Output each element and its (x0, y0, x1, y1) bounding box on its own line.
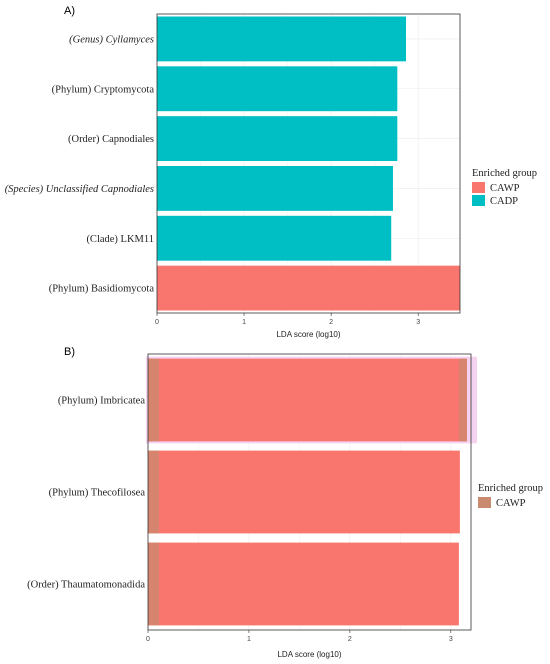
category-label: (Phylum) Cryptomycota (52, 84, 155, 95)
legend-label: CAWP (490, 183, 520, 194)
x-tick-label: 2 (348, 636, 352, 643)
bar (157, 66, 398, 112)
panel-b-label: B) (64, 346, 75, 358)
panel-b: B) (Phylum) Imbricatea (Phylum) Thecofilos… (27, 346, 543, 659)
category-label: (Order) Thaumatomonadida (27, 580, 145, 591)
legend-label: CADP (490, 196, 518, 207)
panel-a-label: A) (64, 5, 75, 17)
legend-key (472, 195, 485, 206)
bar (157, 16, 407, 62)
bar-edge-right (458, 358, 467, 442)
category-label: (Clade) LKM11 (86, 234, 154, 245)
bar (157, 265, 460, 311)
x-tick-label: 0 (146, 636, 150, 643)
category-label: (Order) Capnodiales (68, 134, 154, 145)
bar (148, 450, 460, 534)
legend-key (478, 497, 491, 508)
x-axis-title: LDA score (log10) (277, 650, 341, 659)
plot-frame (156, 13, 461, 314)
category-label: (Phylum) Basidiomycota (49, 284, 155, 295)
bar-edge-left (148, 450, 159, 534)
legend-title: Enriched group (472, 168, 537, 179)
x-axis-title: LDA score (log10) (276, 330, 340, 339)
legend-key (472, 182, 485, 193)
category-label: (Genus) Cyllamyces (69, 34, 154, 45)
x-tick-label: 1 (242, 319, 246, 326)
x-tick-label: 0 (155, 319, 159, 326)
category-label: (Phylum) Thecofilosea (49, 488, 146, 499)
bar (148, 358, 467, 442)
legend-title: Enriched group (478, 483, 543, 494)
bar-edge-left (148, 542, 159, 626)
x-tick-label: 3 (449, 636, 453, 643)
x-tick-label: 3 (416, 319, 420, 326)
bar-edge-left (148, 358, 159, 442)
bar (148, 542, 459, 626)
x-tick-label: 2 (329, 319, 333, 326)
plot-frame (147, 353, 472, 631)
bar (157, 165, 393, 211)
panel-a: A) (Genus) Cyllamyces (Phylum) Cryptomycot… (5, 5, 537, 339)
bar (157, 116, 398, 162)
bar (157, 215, 392, 261)
x-tick-label: 1 (247, 636, 251, 643)
legend-label: CAWP (496, 498, 526, 509)
category-label: (Phylum) Imbricatea (58, 396, 146, 407)
category-label: (Species) Unclassified Capnodiales (5, 184, 154, 195)
